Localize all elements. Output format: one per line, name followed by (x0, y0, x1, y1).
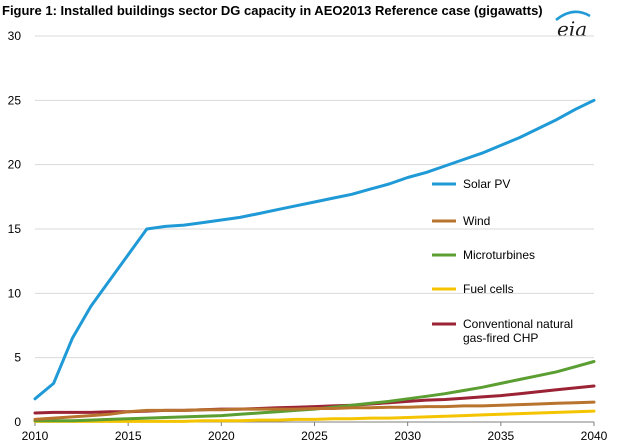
y-tick-label: 20 (8, 158, 22, 172)
y-tick-label: 25 (8, 93, 22, 107)
x-tick-label: 2030 (394, 429, 421, 443)
legend: Solar PV Wind Microturbines Fuel cells Conve… (432, 177, 573, 345)
legend-label-conventional-natural-gas-fired-chp: Conventional natural (463, 317, 573, 331)
y-tick-label: 15 (8, 222, 22, 236)
y-tick-label: 10 (8, 286, 22, 300)
legend-label-fuel-cells: Fuel cells (463, 282, 514, 296)
logo-text: eia (557, 17, 587, 41)
x-tick-label: 2010 (22, 429, 49, 443)
legend-label-conventional-natural-gas-fired-chp: gas-fired CHP (463, 331, 538, 345)
logo-arc-icon (555, 10, 591, 21)
legend-label-solar-pv: Solar PV (463, 177, 510, 191)
y-tick-label: 30 (8, 29, 22, 43)
eia-logo: eia (555, 10, 591, 41)
chart-title: Figure 1: Installed buildings sector DG … (2, 3, 543, 18)
series-line-fuel-cells (33, 409, 596, 423)
x-tick-label: 2015 (115, 429, 142, 443)
y-tick-label: 5 (14, 351, 21, 365)
x-tick-label: 2040 (581, 429, 608, 443)
legend-label-wind: Wind (463, 214, 490, 228)
y-tick-label: 0 (14, 415, 21, 429)
x-tick-label: 2020 (208, 429, 235, 443)
series-line-wind (33, 400, 596, 421)
series-line-solar-pv (33, 98, 596, 401)
x-tick-label: 2025 (301, 429, 328, 443)
x-tick-label: 2035 (487, 429, 514, 443)
grid-lines (35, 35, 594, 359)
series-lines (33, 98, 596, 423)
legend-label-microturbines: Microturbines (463, 248, 535, 262)
